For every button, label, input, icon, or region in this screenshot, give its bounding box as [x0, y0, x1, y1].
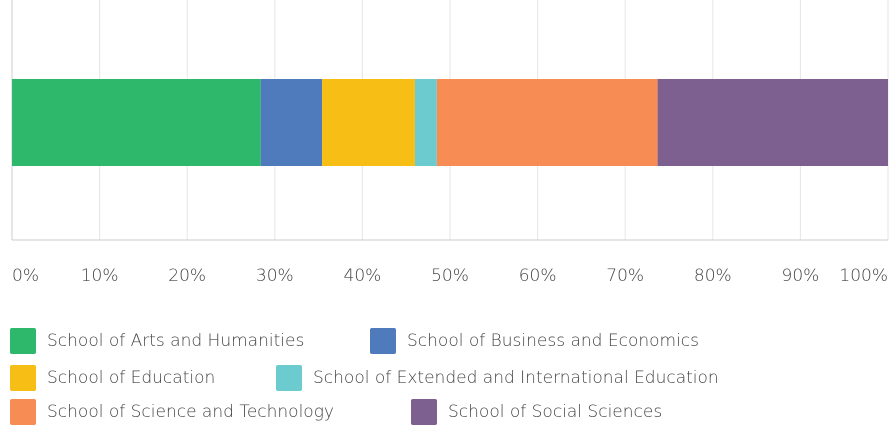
- bar-segment: [12, 79, 261, 166]
- x-tick-label: 30%: [256, 266, 294, 286]
- legend-label: School of Education: [47, 368, 215, 388]
- x-tick-label: 70%: [606, 266, 644, 286]
- x-tick-label: 100%: [839, 266, 888, 286]
- legend-swatch: [370, 328, 396, 354]
- legend-label: School of Business and Economics: [407, 331, 699, 351]
- legend-swatch: [10, 399, 36, 425]
- legend-swatch: [276, 365, 302, 391]
- legend-label: School of Science and Technology: [47, 402, 334, 422]
- legend-label: School of Social Sciences: [448, 402, 662, 422]
- x-tick-label: 20%: [168, 266, 206, 286]
- x-tick-label: 0%: [12, 266, 39, 286]
- x-tick-label: 80%: [694, 266, 732, 286]
- legend-label: School of Extended and International Edu…: [313, 368, 719, 388]
- legend-swatch: [10, 365, 36, 391]
- legend-swatch: [10, 328, 36, 354]
- x-tick-label: 60%: [519, 266, 557, 286]
- legend-swatch: [411, 399, 437, 425]
- x-tick-label: 40%: [344, 266, 382, 286]
- bar-segment: [414, 79, 437, 166]
- bar-segment: [436, 79, 658, 166]
- x-tick-label: 10%: [81, 266, 119, 286]
- bar-segment: [260, 79, 323, 166]
- x-tick-label: 50%: [431, 266, 469, 286]
- legend-label: School of Arts and Humanities: [47, 331, 304, 351]
- bar-segment: [657, 79, 888, 166]
- bar-segment: [322, 79, 415, 166]
- x-tick-label: 90%: [782, 266, 820, 286]
